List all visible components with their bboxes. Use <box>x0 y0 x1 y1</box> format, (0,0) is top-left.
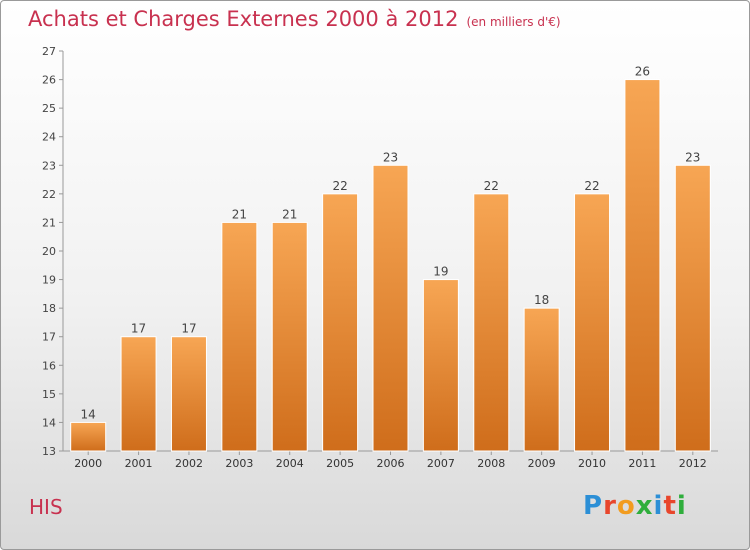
bar <box>674 164 711 452</box>
y-tick-label: 27 <box>42 45 56 58</box>
x-tick-label: 2005 <box>326 457 354 470</box>
bar <box>271 221 308 452</box>
bar-value-label: 22 <box>584 179 599 193</box>
y-tick-label: 16 <box>42 359 56 372</box>
y-tick-label: 18 <box>42 302 56 315</box>
y-tick-label: 13 <box>42 445 56 458</box>
y-tick-label: 14 <box>42 416 56 429</box>
bar <box>624 79 661 452</box>
x-tick-label: 2000 <box>74 457 102 470</box>
bar-value-label: 22 <box>484 179 499 193</box>
logo-letter: x <box>635 491 654 521</box>
x-tick-label: 2003 <box>225 457 253 470</box>
bar <box>422 279 459 452</box>
bar-value-label: 14 <box>81 407 96 421</box>
bar <box>372 164 409 452</box>
y-tick-label: 19 <box>42 274 56 287</box>
x-tick-label: 2007 <box>427 457 455 470</box>
x-tick-label: 2004 <box>276 457 304 470</box>
proxiti-logo: Proxiti <box>583 491 687 521</box>
bar-value-label: 26 <box>635 65 650 79</box>
y-tick-label: 22 <box>42 188 56 201</box>
bars <box>70 79 711 452</box>
logo-letter: i <box>653 491 664 521</box>
bar <box>322 193 359 452</box>
logo-letter: t <box>663 491 677 521</box>
bar-value-label: 21 <box>232 207 247 221</box>
bar <box>221 221 258 452</box>
bar-value-label: 23 <box>383 150 398 164</box>
x-tick-label: 2009 <box>528 457 556 470</box>
x-tick-label: 2010 <box>578 457 606 470</box>
x-tick-label: 2008 <box>477 457 505 470</box>
chart-title-text: Achats et Charges Externes 2000 à 2012 <box>28 7 459 31</box>
logo-letter: P <box>583 491 604 521</box>
y-tick-label: 20 <box>42 245 56 258</box>
y-tick-label: 17 <box>42 331 56 344</box>
chart-title: Achats et Charges Externes 2000 à 2012 (e… <box>28 7 561 31</box>
y-tick-label: 24 <box>42 131 56 144</box>
x-tick-label: 2011 <box>628 457 656 470</box>
x-tick-labels: 2000 2001 2002 2003 2004 2005 2006 2007 2008 2009… <box>74 457 707 470</box>
chart-subtitle: (en milliers d'€) <box>466 15 561 29</box>
bar-value-labels: 14 17 17 21 21 22 23 19 22 18 22 26 23 <box>81 65 701 422</box>
logo-letter: r <box>603 491 617 521</box>
x-tick-label: 2002 <box>175 457 203 470</box>
bar-value-label: 21 <box>282 207 297 221</box>
y-tick-labels: 13 14 15 16 17 18 19 20 21 22 23 24 25 26 27 <box>42 45 56 458</box>
bar-value-label: 19 <box>433 265 448 279</box>
bar-value-label: 23 <box>685 150 700 164</box>
logo-letter: i <box>676 491 687 521</box>
bar <box>473 193 510 452</box>
bar-value-label: 18 <box>534 293 549 307</box>
bar <box>523 307 560 452</box>
commune-name: HIS <box>29 495 63 519</box>
bar-value-label: 22 <box>332 179 347 193</box>
bar-value-label: 17 <box>181 322 196 336</box>
x-tick-label: 2001 <box>125 457 153 470</box>
y-tick-label: 26 <box>42 74 56 87</box>
x-tick-label: 2006 <box>377 457 405 470</box>
bar <box>70 421 107 452</box>
y-tick-label: 15 <box>42 388 56 401</box>
x-tick-label: 2012 <box>679 457 707 470</box>
y-tick-label: 23 <box>42 159 56 172</box>
bar <box>170 336 207 452</box>
bar <box>574 193 611 452</box>
bar <box>120 336 157 452</box>
logo-letter: o <box>616 491 636 521</box>
y-tick-label: 25 <box>42 102 56 115</box>
bar-value-label: 17 <box>131 322 146 336</box>
y-tick-label: 21 <box>42 216 56 229</box>
